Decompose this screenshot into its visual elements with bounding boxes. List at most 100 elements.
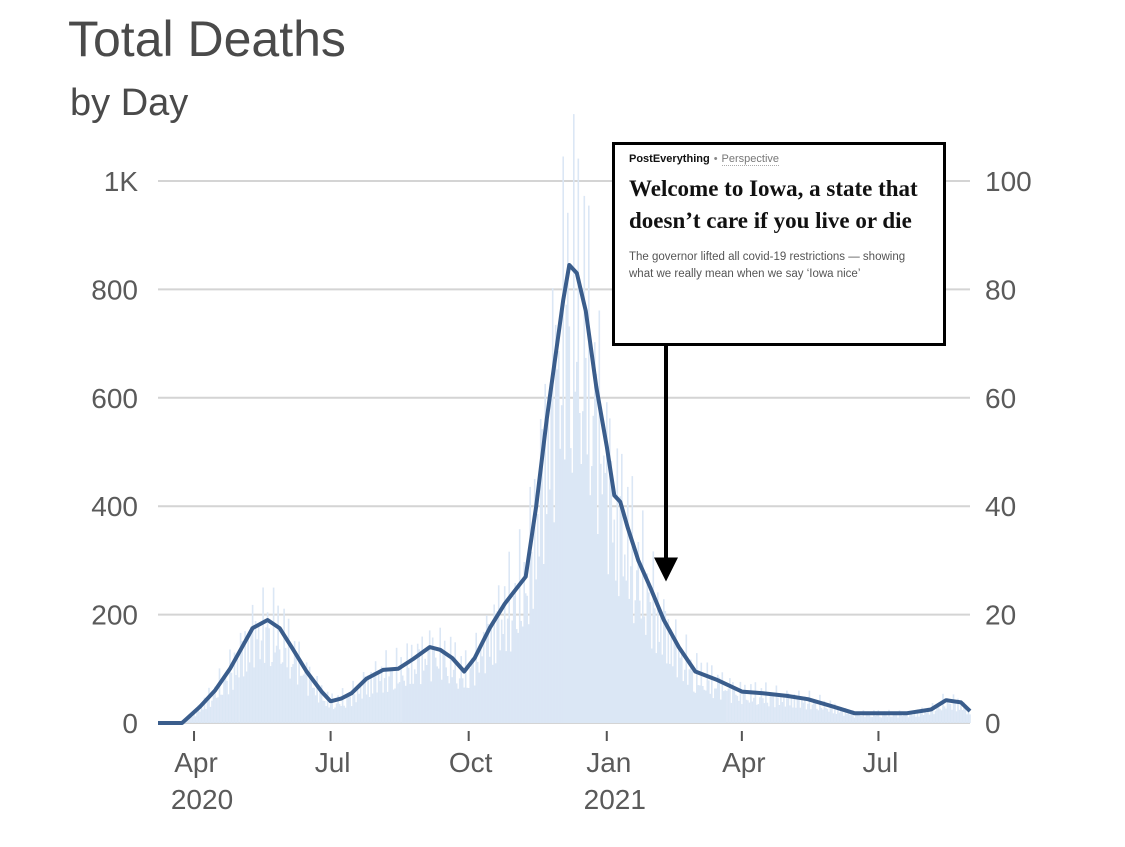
daily-bar [529, 486, 531, 723]
daily-bar [320, 685, 323, 723]
daily-bar [927, 707, 929, 723]
daily-bar [670, 629, 673, 723]
daily-bar [583, 195, 586, 723]
daily-bar [577, 158, 580, 724]
daily-bar [514, 583, 516, 723]
daily-bar [640, 618, 643, 723]
daily-bar [849, 714, 851, 723]
daily-bar [211, 700, 213, 723]
daily-bar [753, 697, 755, 723]
daily-bar [400, 657, 402, 723]
daily-bar [832, 713, 835, 723]
daily-bar [361, 698, 363, 723]
daily-bar [937, 703, 940, 723]
daily-bar [859, 715, 862, 723]
daily-bar [478, 672, 480, 723]
daily-bar [550, 387, 552, 723]
daily-bar [574, 391, 577, 723]
daily-bar [458, 678, 461, 723]
daily-bar [314, 695, 317, 723]
daily-bar [928, 714, 931, 723]
daily-bar [786, 690, 788, 723]
daily-bar [302, 674, 305, 723]
daily-bar [239, 632, 242, 723]
daily-bar [715, 688, 718, 723]
daily-bar [205, 709, 207, 723]
daily-bar [407, 667, 410, 723]
daily-bar [615, 580, 617, 723]
daily-bar [783, 693, 785, 723]
x-tick-year: 2021 [584, 784, 646, 815]
daily-bar [488, 656, 491, 723]
daily-bar [616, 448, 619, 723]
daily-bar [277, 605, 279, 723]
daily-bar [810, 709, 812, 723]
daily-bar [756, 704, 758, 723]
daily-bar [413, 669, 416, 723]
daily-bar [808, 690, 811, 723]
daily-bar [362, 672, 365, 723]
daily-bar [591, 466, 593, 723]
article-section: PostEverything [629, 153, 710, 165]
daily-bar [919, 711, 922, 723]
daily-bar [877, 710, 880, 723]
x-tick-label: Oct [449, 747, 493, 778]
daily-bar [521, 626, 524, 723]
daily-bar [256, 639, 258, 723]
daily-bar [553, 522, 555, 723]
daily-bar [539, 419, 542, 723]
daily-bar [431, 637, 434, 723]
y-tick-label-left: 200 [91, 600, 138, 631]
daily-bar [281, 662, 284, 723]
daily-bar [559, 448, 561, 723]
daily-bar [865, 713, 868, 723]
daily-bar [760, 688, 763, 723]
daily-bar [535, 579, 537, 723]
daily-bar [346, 695, 348, 723]
daily-bar [520, 620, 522, 723]
daily-bar [726, 690, 728, 723]
daily-bar [290, 667, 293, 723]
daily-bar [476, 661, 479, 723]
daily-bar [912, 715, 914, 723]
daily-bar [508, 551, 510, 723]
daily-bar [856, 713, 859, 723]
daily-bar [744, 684, 746, 723]
daily-bar [215, 697, 218, 723]
daily-bar [359, 683, 362, 723]
daily-bar [739, 681, 742, 723]
daily-bar [907, 717, 910, 723]
daily-bar [667, 619, 670, 723]
daily-bar [224, 677, 227, 723]
arrow-head [654, 557, 678, 582]
daily-bar [335, 703, 338, 723]
daily-bar [967, 707, 970, 723]
chart-subtitle: by Day [70, 82, 189, 124]
daily-bar [837, 710, 839, 723]
daily-bar [343, 705, 345, 723]
daily-bar [208, 687, 210, 723]
daily-bar [428, 630, 431, 723]
daily-bar [676, 677, 679, 723]
daily-bar [627, 486, 629, 723]
daily-bar [682, 681, 685, 723]
daily-bar [882, 715, 884, 723]
daily-bar [634, 600, 637, 723]
x-tick-label: Apr [174, 747, 218, 778]
daily-bar [493, 604, 495, 723]
daily-bar [885, 714, 887, 723]
daily-bar [771, 694, 773, 723]
daily-bar [826, 708, 829, 723]
daily-bar [936, 706, 938, 723]
daily-bar [395, 647, 398, 723]
daily-bar [419, 684, 422, 723]
daily-bar [622, 576, 625, 723]
daily-bar [344, 707, 347, 723]
daily-bar [762, 698, 764, 723]
daily-bar [209, 706, 212, 723]
daily-bar [410, 644, 413, 723]
daily-bar [741, 704, 743, 723]
daily-bar [964, 704, 967, 723]
chart-title: Total Deaths [68, 11, 346, 67]
daily-bar [326, 691, 329, 723]
